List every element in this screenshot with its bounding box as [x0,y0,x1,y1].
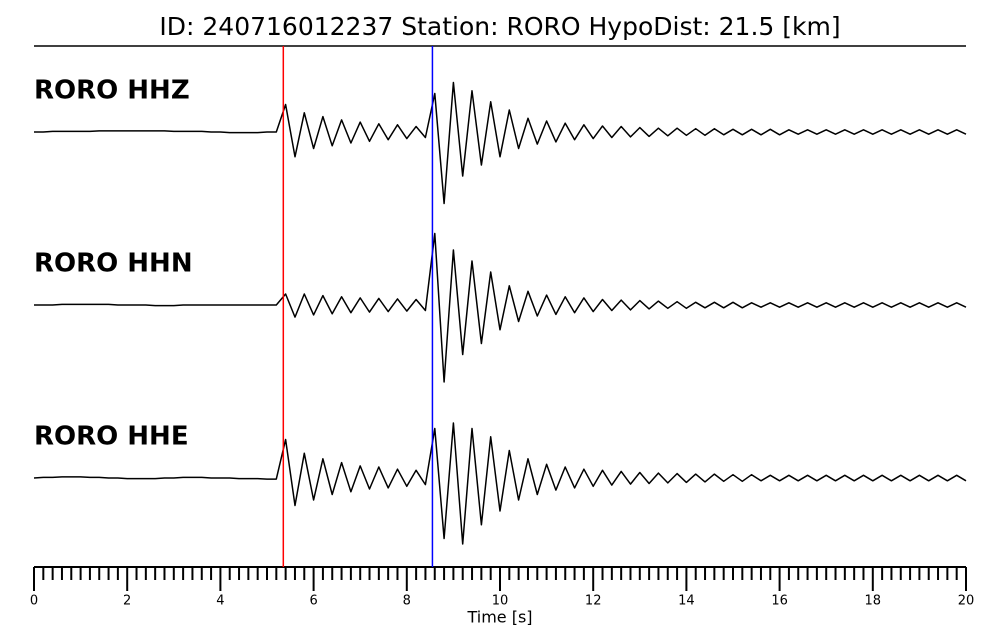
x-tick-label: 8 [403,594,411,609]
x-tick-label: 2 [123,594,131,609]
chart-title: ID: 240716012237 Station: RORO HypoDist:… [159,12,840,41]
x-tick-label: 0 [30,594,38,609]
x-tick-label: 16 [771,594,788,609]
x-tick-label: 12 [585,594,602,609]
waveform [34,232,967,383]
trace-label: RORO HHN [34,249,193,279]
x-tick-label: 14 [678,594,695,609]
trace-label: RORO HHE [34,422,189,452]
waveform [34,81,967,205]
x-tick-label: 10 [492,594,509,609]
x-tick-label: 6 [309,594,317,609]
trace-label: RORO HHZ [34,76,190,106]
x-tick-label: 4 [216,594,224,609]
x-tick-label: 20 [958,594,975,609]
x-tick-label: 18 [865,594,882,609]
x-axis-label: Time [s] [466,608,532,627]
waveform [33,422,967,545]
